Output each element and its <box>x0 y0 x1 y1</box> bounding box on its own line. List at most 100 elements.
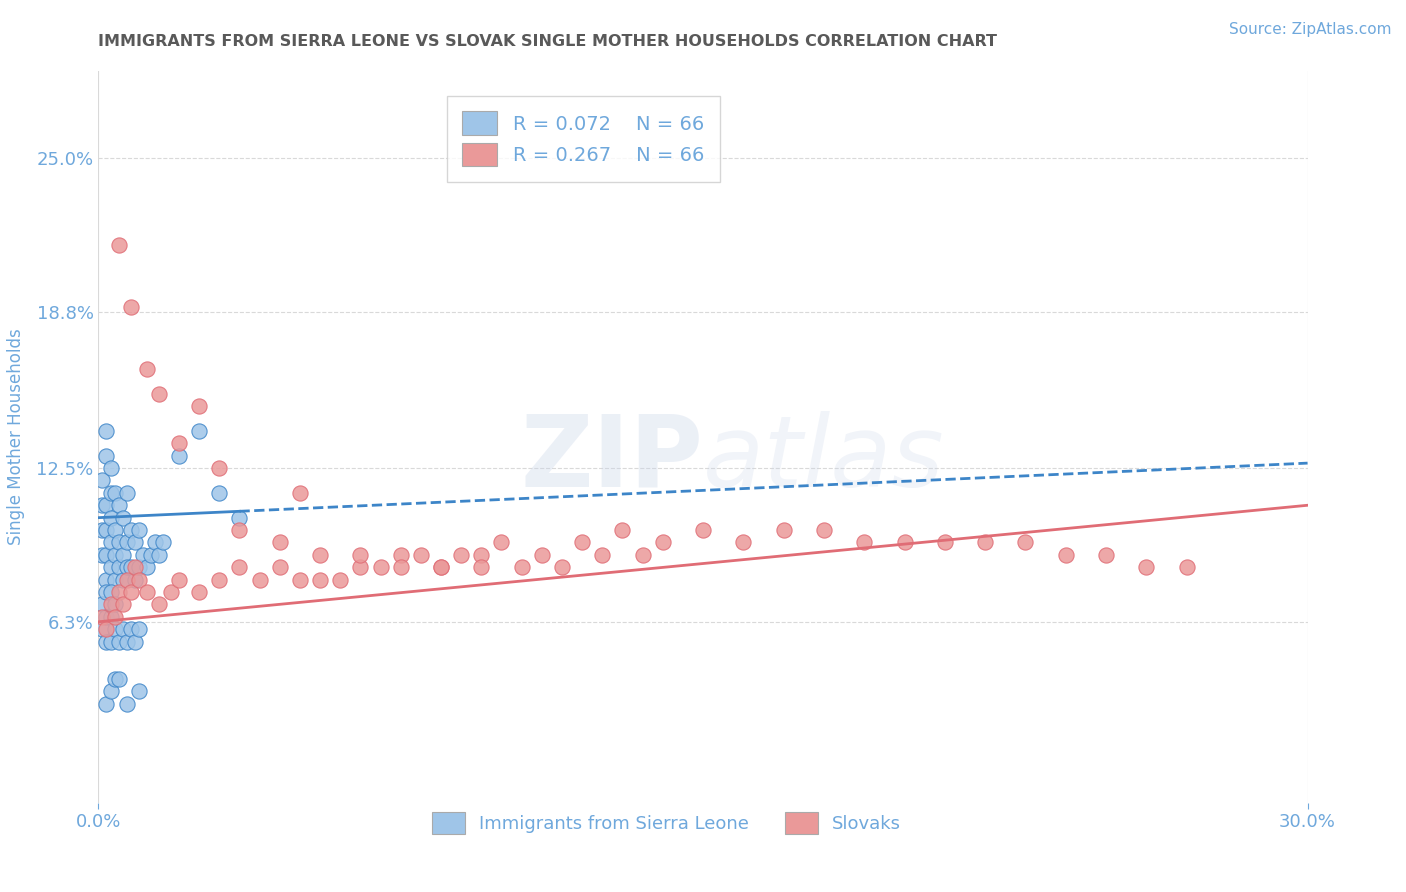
Point <box>772 523 794 537</box>
Point <box>309 548 332 562</box>
Point <box>167 449 190 463</box>
Point <box>249 573 271 587</box>
Point <box>813 523 835 537</box>
Point <box>349 548 371 562</box>
Point <box>100 585 122 599</box>
Point <box>100 461 122 475</box>
Point <box>91 474 114 488</box>
Point <box>1175 560 1198 574</box>
Point <box>96 498 118 512</box>
Point <box>100 510 122 524</box>
Point <box>96 585 118 599</box>
Point <box>152 535 174 549</box>
Point <box>228 510 250 524</box>
Point <box>124 535 146 549</box>
Point <box>107 672 129 686</box>
Point <box>96 523 118 537</box>
Point <box>135 362 157 376</box>
Point <box>128 684 150 698</box>
Point <box>120 523 142 537</box>
Point <box>103 610 125 624</box>
Point <box>135 560 157 574</box>
Point <box>96 548 118 562</box>
Point <box>107 560 129 574</box>
Point <box>167 436 190 450</box>
Point <box>733 535 755 549</box>
Point <box>974 535 997 549</box>
Point <box>115 560 138 574</box>
Point <box>470 548 492 562</box>
Point <box>96 634 118 648</box>
Point <box>160 585 183 599</box>
Point <box>103 598 125 612</box>
Point <box>430 560 453 574</box>
Point <box>269 535 291 549</box>
Point <box>107 498 129 512</box>
Point <box>228 560 250 574</box>
Point <box>389 548 412 562</box>
Point <box>96 573 118 587</box>
Point <box>148 548 170 562</box>
Point <box>1135 560 1157 574</box>
Text: IMMIGRANTS FROM SIERRA LEONE VS SLOVAK SINGLE MOTHER HOUSEHOLDS CORRELATION CHAR: IMMIGRANTS FROM SIERRA LEONE VS SLOVAK S… <box>98 35 997 49</box>
Point <box>188 585 211 599</box>
Point <box>91 548 114 562</box>
Point <box>115 486 138 500</box>
Point <box>591 548 613 562</box>
Point <box>107 585 129 599</box>
Point <box>1095 548 1118 562</box>
Point <box>470 560 492 574</box>
Point <box>128 523 150 537</box>
Point <box>188 399 211 413</box>
Point <box>115 535 138 549</box>
Point <box>853 535 876 549</box>
Point <box>228 523 250 537</box>
Point <box>96 622 118 636</box>
Point <box>132 548 155 562</box>
Point <box>115 634 138 648</box>
Point <box>100 598 122 612</box>
Point <box>349 560 371 574</box>
Point <box>91 498 114 512</box>
Point <box>139 548 162 562</box>
Y-axis label: Single Mother Households: Single Mother Households <box>7 329 25 545</box>
Point <box>551 560 574 574</box>
Point <box>128 622 150 636</box>
Point <box>1014 535 1036 549</box>
Point <box>389 560 412 574</box>
Point <box>103 573 125 587</box>
Point <box>96 424 118 438</box>
Point <box>329 573 352 587</box>
Point <box>612 523 634 537</box>
Point <box>96 449 118 463</box>
Point <box>100 560 122 574</box>
Text: Source: ZipAtlas.com: Source: ZipAtlas.com <box>1229 22 1392 37</box>
Point <box>107 238 129 252</box>
Point <box>107 634 129 648</box>
Point <box>100 610 122 624</box>
Point <box>96 697 118 711</box>
Point <box>208 486 231 500</box>
Point <box>288 486 311 500</box>
Point <box>571 535 593 549</box>
Point <box>124 573 146 587</box>
Point <box>120 622 142 636</box>
Point <box>91 610 114 624</box>
Point <box>409 548 432 562</box>
Point <box>450 548 472 562</box>
Point <box>103 622 125 636</box>
Point <box>120 585 142 599</box>
Point <box>111 510 134 524</box>
Point <box>91 523 114 537</box>
Point <box>491 535 513 549</box>
Point <box>934 535 956 549</box>
Point <box>96 610 118 624</box>
Legend: Immigrants from Sierra Leone, Slovaks: Immigrants from Sierra Leone, Slovaks <box>422 801 912 845</box>
Point <box>103 523 125 537</box>
Point <box>111 598 134 612</box>
Point <box>100 486 122 500</box>
Point <box>128 560 150 574</box>
Point <box>111 548 134 562</box>
Point <box>103 672 125 686</box>
Point <box>370 560 392 574</box>
